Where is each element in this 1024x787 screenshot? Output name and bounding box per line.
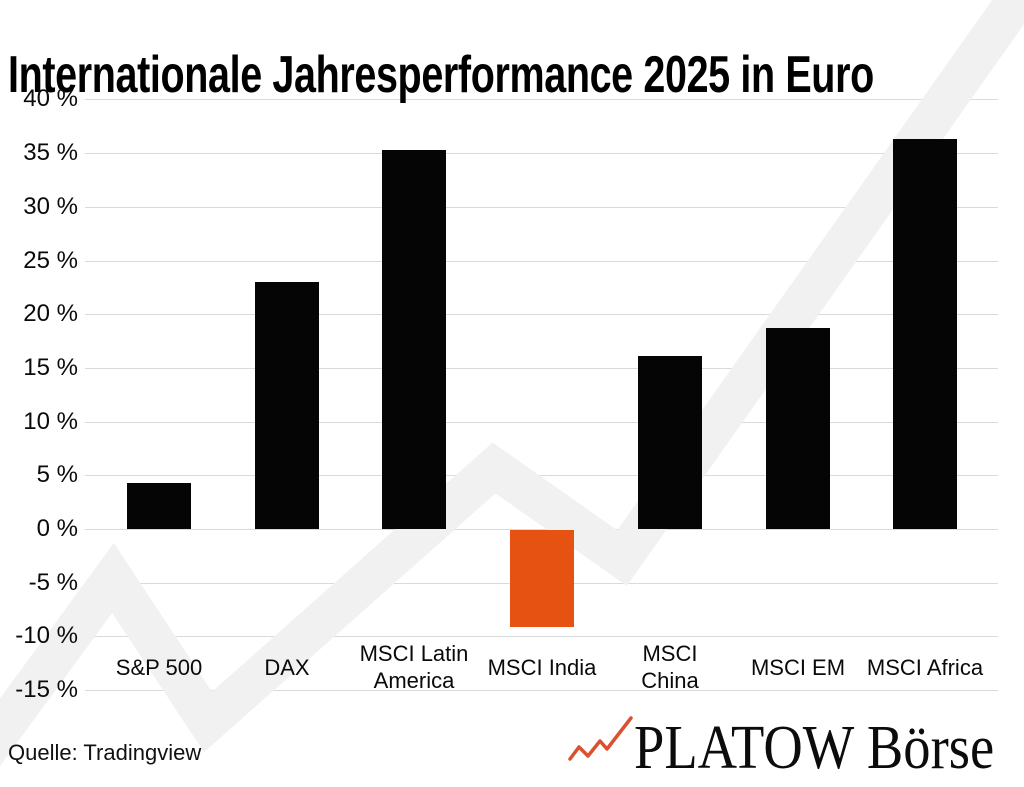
y-axis-tick-label: 10 %: [23, 408, 78, 435]
gridline: [85, 475, 998, 476]
category-label: MSCI Africa: [866, 654, 984, 680]
y-axis-tick-label: 35 %: [23, 139, 78, 166]
bar-msci-china: [638, 356, 702, 529]
gridline: [85, 368, 998, 369]
gridline: [85, 636, 998, 637]
platow-logo: PLATOW Börse: [563, 712, 1023, 782]
category-label: MSCI India: [487, 654, 597, 680]
bar-dax: [255, 282, 319, 529]
y-axis-tick-label: 15 %: [23, 354, 78, 381]
y-axis-tick-label: -5 %: [28, 569, 78, 596]
chart-title: Internationale Jahresperformance 2025 in…: [8, 45, 874, 104]
y-axis-tick-label: -15 %: [15, 676, 78, 703]
gridline: [85, 207, 998, 208]
gridline: [85, 261, 998, 262]
gridline: [85, 153, 998, 154]
category-label: S&P 500: [115, 654, 203, 680]
gridline: [85, 314, 998, 315]
bar-s&p-500: [127, 483, 191, 529]
bar-msci-latin-america: [382, 150, 446, 529]
gridline: [85, 422, 998, 423]
y-axis-tick-label: 0 %: [36, 515, 78, 542]
category-label: MSCI EM: [750, 654, 846, 680]
category-label: MSCI Latin America: [359, 641, 469, 693]
y-axis-tick-label: 40 %: [23, 85, 78, 112]
y-axis-tick-label: 30 %: [23, 193, 78, 220]
logo-text: PLATOW Börse: [634, 714, 995, 782]
bar-msci-india: [510, 530, 574, 627]
y-axis-tick-label: 5 %: [36, 461, 78, 488]
logo-zigzag-icon: [568, 716, 633, 761]
y-axis-tick-label: -10 %: [15, 622, 78, 649]
category-label: DAX: [264, 654, 310, 680]
y-axis-tick-label: 20 %: [23, 300, 78, 327]
y-axis-tick-label: 25 %: [23, 247, 78, 274]
category-label: MSCI China: [641, 641, 699, 693]
bar-msci-em: [766, 328, 830, 529]
source-caption: Quelle: Tradingview: [8, 740, 202, 765]
bar-msci-africa: [893, 139, 957, 529]
